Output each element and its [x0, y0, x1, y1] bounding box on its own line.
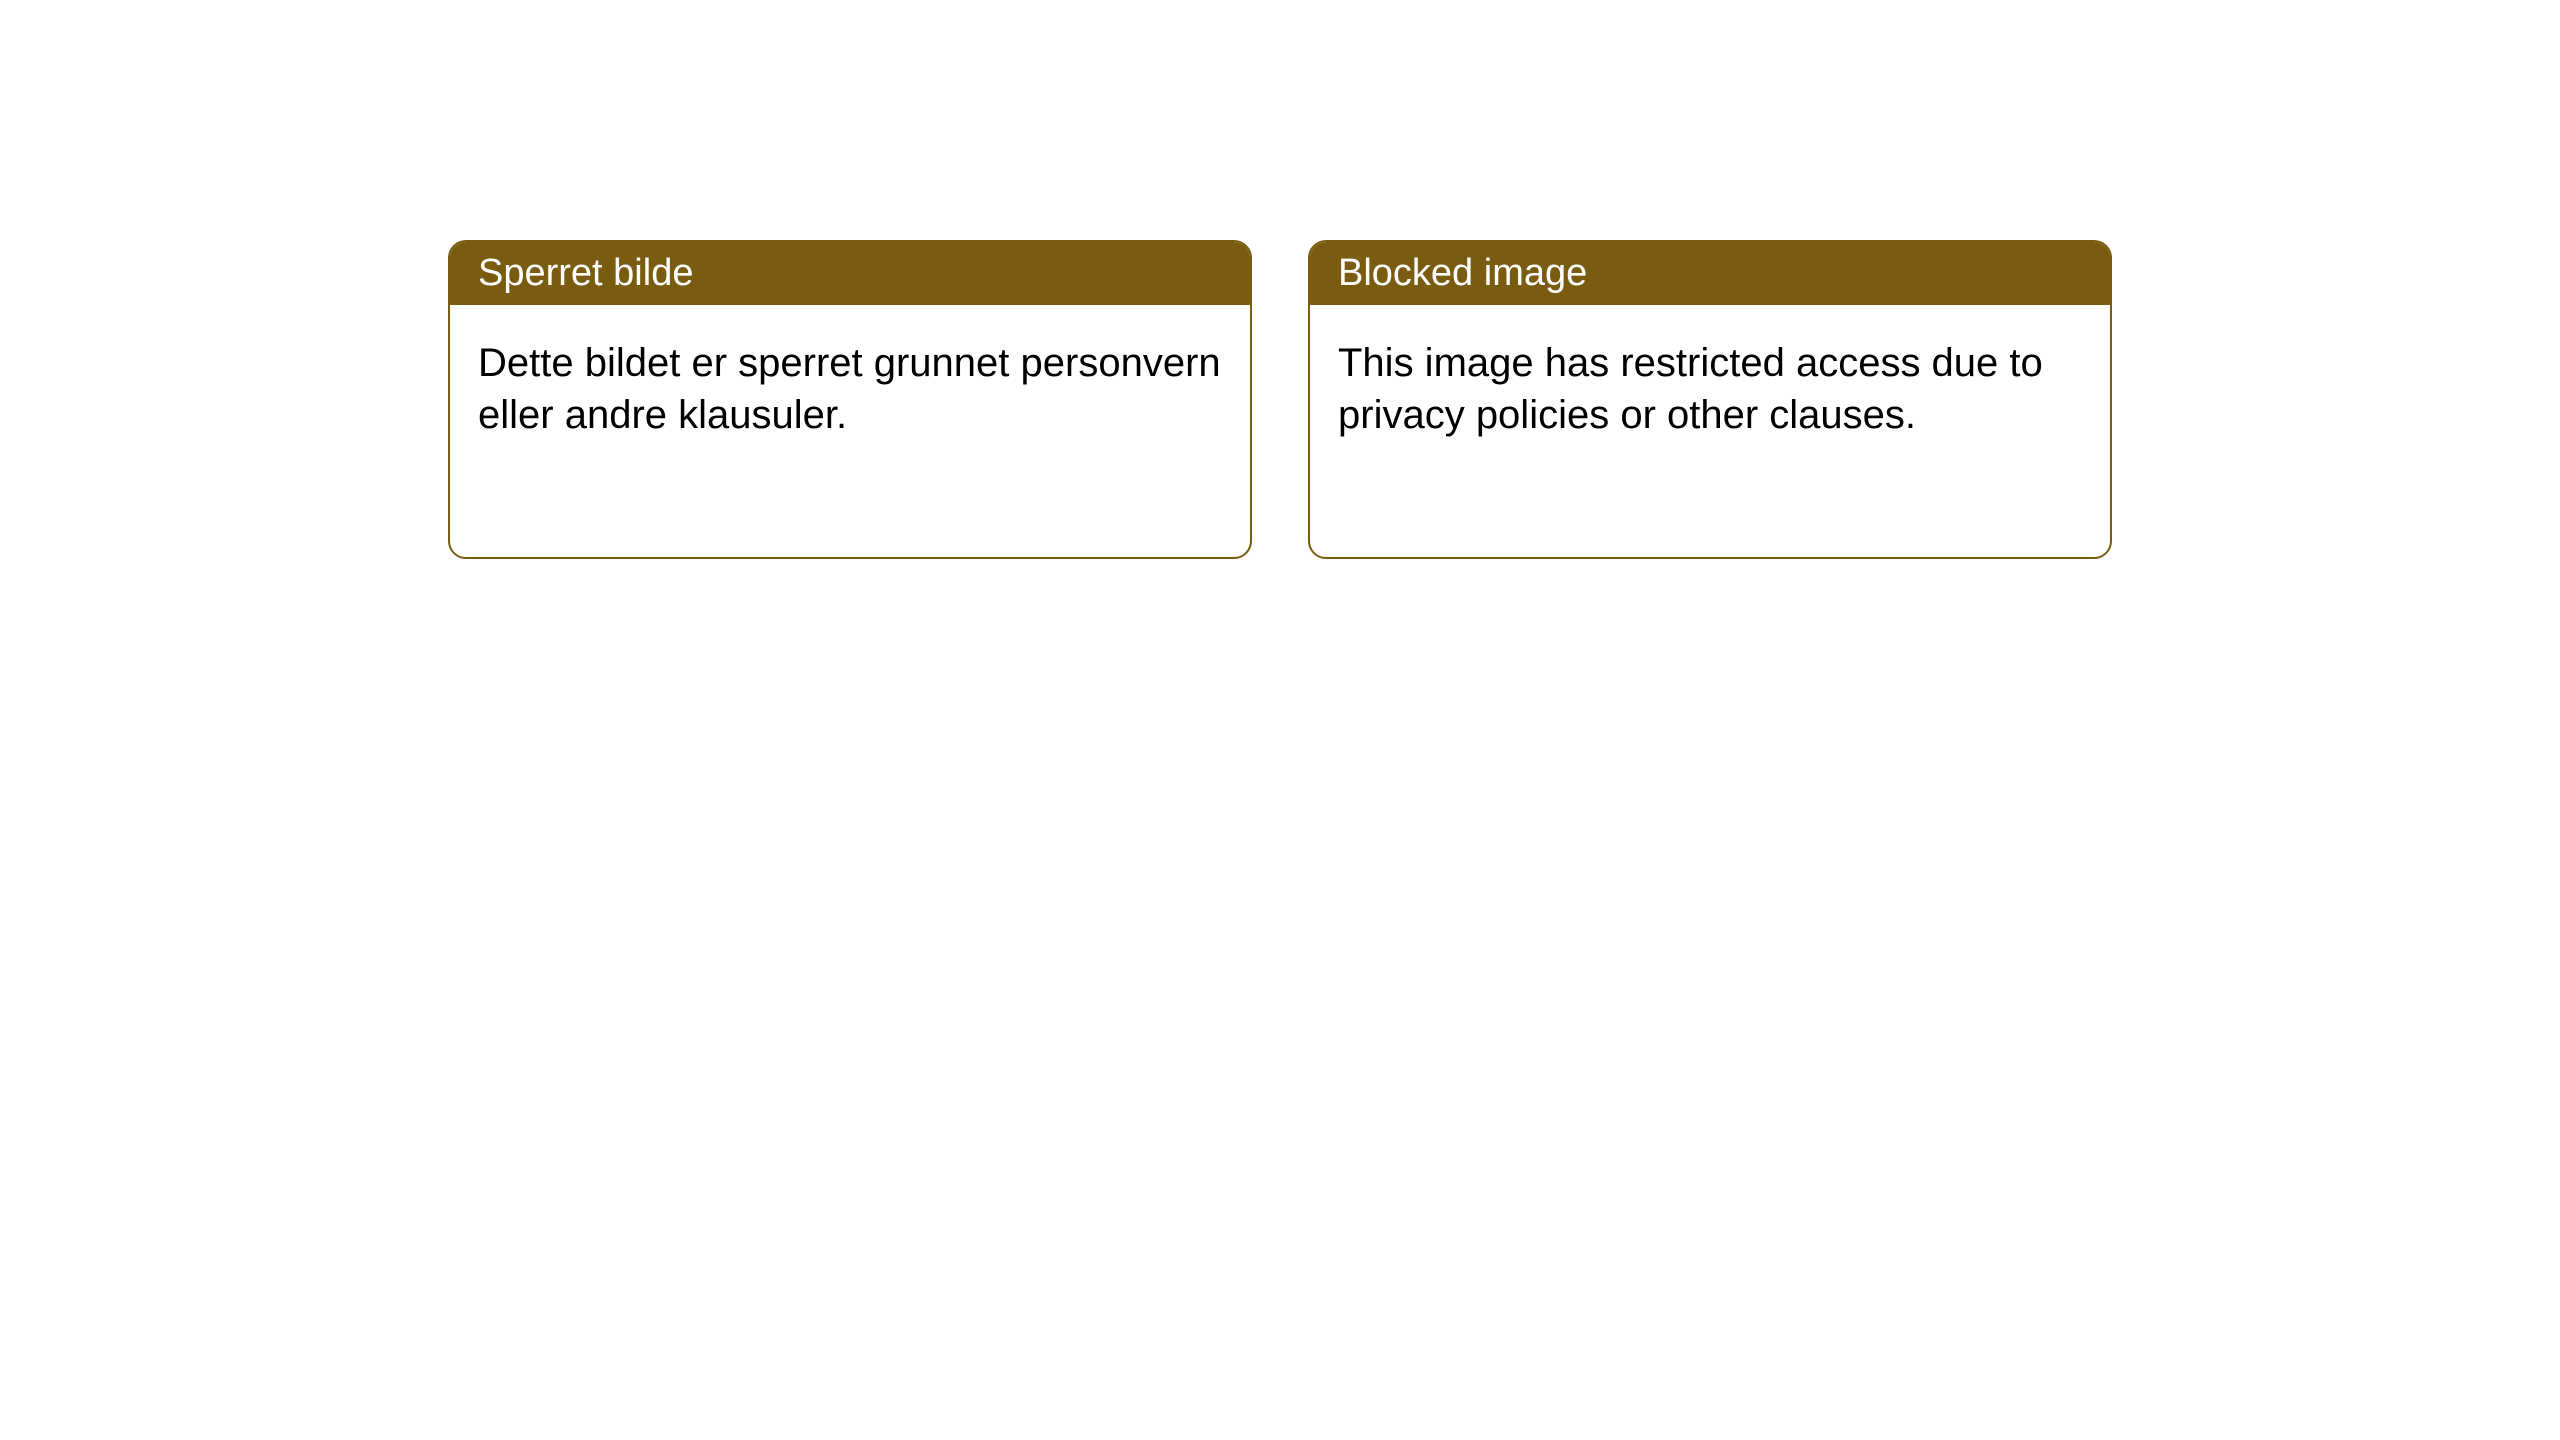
card-title: Sperret bilde — [478, 252, 693, 294]
card-header: Sperret bilde — [450, 242, 1250, 305]
card-body: This image has restricted access due to … — [1310, 305, 2110, 557]
notice-card-english: Blocked image This image has restricted … — [1308, 240, 2112, 559]
card-header: Blocked image — [1310, 242, 2110, 305]
card-title: Blocked image — [1338, 252, 1587, 294]
notice-card-norwegian: Sperret bilde Dette bildet er sperret gr… — [448, 240, 1252, 559]
card-message: This image has restricted access due to … — [1338, 337, 2082, 441]
notice-cards-container: Sperret bilde Dette bildet er sperret gr… — [0, 0, 2560, 559]
card-message: Dette bildet er sperret grunnet personve… — [478, 337, 1222, 441]
card-body: Dette bildet er sperret grunnet personve… — [450, 305, 1250, 557]
